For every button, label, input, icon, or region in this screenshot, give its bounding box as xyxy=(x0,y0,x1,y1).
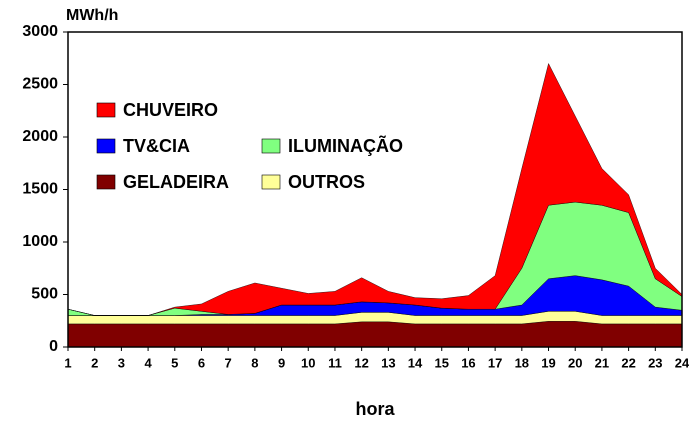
y-tick-label: 1000 xyxy=(22,233,58,250)
x-tick-label: 2 xyxy=(91,355,98,370)
y-axis-title: MWh/h xyxy=(66,7,118,24)
legend-swatch xyxy=(96,102,116,118)
x-axis-title: hora xyxy=(355,399,395,419)
area xyxy=(67,321,683,348)
x-tick-label: 6 xyxy=(198,355,205,370)
y-tick-label: 3000 xyxy=(22,23,58,40)
x-tick-label: 13 xyxy=(381,355,395,370)
x-tick-label: 24 xyxy=(675,355,689,370)
x-tick-label: 17 xyxy=(488,355,502,370)
legend-label: TV&CIA xyxy=(123,136,190,156)
y-tick-label: 500 xyxy=(31,286,58,303)
x-tick-label: 18 xyxy=(515,355,529,370)
x-tick-label: 23 xyxy=(648,355,662,370)
x-tick-label: 15 xyxy=(435,355,449,370)
x-tick-label: 8 xyxy=(251,355,258,370)
legend-swatch xyxy=(96,174,116,190)
x-tick-label: 19 xyxy=(541,355,555,370)
legend-label: CHUVEIRO xyxy=(123,100,218,120)
legend-label: GELADEIRA xyxy=(123,172,229,192)
x-tick-label: 1 xyxy=(64,355,71,370)
legend-swatch xyxy=(261,138,281,154)
x-tick-label: 7 xyxy=(225,355,232,370)
x-tick-label: 10 xyxy=(301,355,315,370)
x-tick-label: 5 xyxy=(171,355,178,370)
x-tick-label: 14 xyxy=(408,355,423,370)
y-tick-label: 2500 xyxy=(22,76,58,93)
x-tick-label: 11 xyxy=(328,355,342,370)
x-tick-label: 3 xyxy=(118,355,125,370)
x-tick-label: 4 xyxy=(144,355,152,370)
legend-swatch xyxy=(96,138,116,154)
x-tick-label: 20 xyxy=(568,355,582,370)
y-tick-label: 2000 xyxy=(22,128,58,145)
y-tick-label: 0 xyxy=(49,338,58,355)
x-tick-label: 21 xyxy=(595,355,609,370)
legend-swatch xyxy=(261,174,281,190)
y-tick-label: 1500 xyxy=(22,181,58,198)
legend-label: OUTROS xyxy=(288,172,365,192)
x-tick-label: 22 xyxy=(621,355,635,370)
x-tick-label: 9 xyxy=(278,355,285,370)
legend-label: ILUMINAÇÃO xyxy=(288,135,403,156)
x-tick-label: 12 xyxy=(354,355,368,370)
x-tick-label: 16 xyxy=(461,355,475,370)
